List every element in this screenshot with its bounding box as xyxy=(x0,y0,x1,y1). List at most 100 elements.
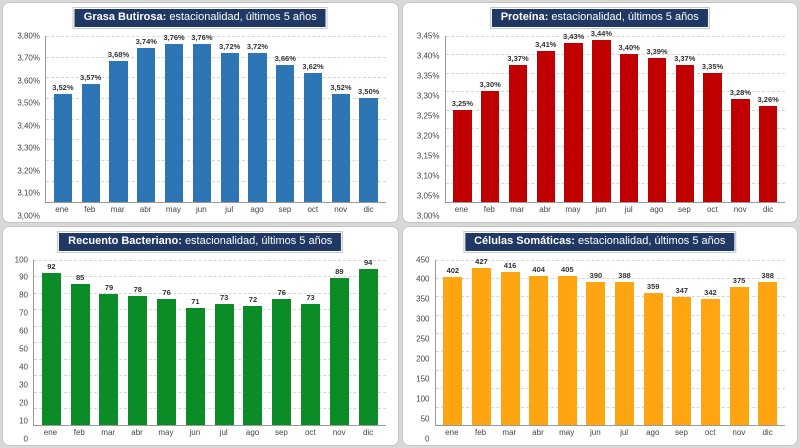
gridline xyxy=(46,36,386,37)
bar xyxy=(303,73,323,202)
bar-slot: 3,68% xyxy=(105,36,133,202)
y-tick-label: 3,20% xyxy=(416,131,440,141)
gridline xyxy=(34,408,386,410)
bar-slot: 3,41% xyxy=(532,36,560,202)
y-tick-label: 3,00% xyxy=(416,211,440,220)
gridline xyxy=(435,314,785,316)
y-tick-label: 3,60% xyxy=(17,76,40,86)
bar-value-label: 3,68% xyxy=(107,49,130,59)
y-tick-label: 70 xyxy=(19,308,28,318)
bar xyxy=(128,295,148,425)
bar-value-label: 375 xyxy=(732,276,746,286)
bar xyxy=(358,269,378,425)
y-tick-label: 20 xyxy=(19,398,28,408)
x-tick-label: jun xyxy=(195,204,207,214)
bar-slot: 94 xyxy=(354,258,383,425)
x-axis: ene feb mar abr may jun jul ago sep oct nov dic xyxy=(33,426,386,439)
gridline xyxy=(46,180,386,182)
plot-column: 3,52% 3,57% 3,68% 3,74% 3,76% 3,76% 3,72% 3,72%… xyxy=(45,33,386,216)
bar-slot: 388 xyxy=(753,260,782,425)
bar-value-label: 3,76% xyxy=(163,33,185,43)
bar xyxy=(453,109,472,202)
bars: 92 85 79 78 76 71 73 72 76 73 89 94 xyxy=(34,258,386,425)
x-tick-label: nov xyxy=(733,204,747,214)
bar-value-label: 3,35% xyxy=(701,61,724,71)
bar-slot: 416 xyxy=(496,260,525,425)
bar-slot: 342 xyxy=(696,260,725,425)
bar-slot: 76 xyxy=(152,260,181,425)
x-tick-label: jul xyxy=(219,428,228,437)
bar xyxy=(536,50,555,202)
bar xyxy=(703,72,722,202)
chart-title: Células Somáticas: estacionalidad, últim… xyxy=(463,230,737,253)
gridline xyxy=(435,333,785,335)
y-tick-label: 50 xyxy=(19,344,28,354)
gridline xyxy=(445,127,785,129)
chart-title-bold: Células Somáticas: xyxy=(474,234,575,247)
x-tick-label: dic xyxy=(362,428,374,437)
bar-value-label: 79 xyxy=(104,283,114,293)
y-tick-label: 3,80% xyxy=(17,31,40,41)
bar xyxy=(592,39,611,202)
x-tick-label: jun xyxy=(189,428,201,437)
bar-slot: 85 xyxy=(66,260,95,425)
y-tick-label: 3,35% xyxy=(416,71,440,81)
bar xyxy=(276,64,295,202)
bar xyxy=(70,284,90,425)
bar-slot: 388 xyxy=(610,260,639,425)
bar-value-label: 89 xyxy=(335,266,344,276)
bar xyxy=(647,58,667,202)
bar-slot: 71 xyxy=(181,260,210,425)
bar xyxy=(620,54,639,202)
chart-body: 100 90 80 70 60 50 40 30 20 10 0 92 85 79 78 76 71 73 72 7… xyxy=(3,227,398,446)
bar-slot: 3,76% xyxy=(160,33,188,202)
x-tick-label: abr xyxy=(139,204,152,214)
bar xyxy=(758,282,778,425)
y-tick-label: 40 xyxy=(19,362,28,372)
x-tick-label: nov xyxy=(332,428,346,437)
y-tick-label: 100 xyxy=(416,394,430,404)
x-tick-label: ago xyxy=(649,204,664,214)
bar xyxy=(243,305,263,425)
bar-value-label: 3,28% xyxy=(729,87,751,97)
bar-value-label: 404 xyxy=(532,265,545,275)
chart-title-rest: estacionalidad, últimos 5 años xyxy=(548,11,699,23)
bar-value-label: 3,72% xyxy=(219,41,241,51)
gridline xyxy=(34,325,386,327)
x-tick-label: feb xyxy=(84,204,96,214)
plot-area: 3,52% 3,57% 3,68% 3,74% 3,76% 3,76% 3,72% 3,72%… xyxy=(45,33,386,203)
x-tick-label: may xyxy=(559,428,575,437)
bar xyxy=(675,65,694,202)
bar xyxy=(99,294,119,425)
gridline xyxy=(46,77,386,79)
y-axis: 100 90 80 70 60 50 40 30 20 10 0 xyxy=(9,255,33,444)
bar-value-label: 347 xyxy=(675,286,689,296)
bar-value-label: 3,25% xyxy=(451,98,474,108)
bar-slot: 3,62% xyxy=(299,36,327,202)
x-tick-label: dic xyxy=(762,428,773,437)
chart-body: 3,45% 3,40% 3,35% 3,30% 3,25% 3,20% 3,15% 3,10%… xyxy=(403,3,798,222)
bars: 402 427 416 404 405 390 388 359 347 342 375 388 xyxy=(436,257,786,425)
x-tick-label: oct xyxy=(304,428,316,437)
bar xyxy=(672,297,692,425)
x-tick-label: ene xyxy=(454,204,469,214)
x-tick-label: abr xyxy=(131,428,143,437)
bar-slot: 405 xyxy=(553,260,582,425)
y-axis: 450 400 350 300 250 200 150 100 50 0 xyxy=(409,255,435,444)
bar xyxy=(214,304,234,425)
bar-value-label: 85 xyxy=(76,273,85,283)
bar xyxy=(331,93,351,202)
bar-value-label: 92 xyxy=(47,261,56,271)
bar-slot: 73 xyxy=(296,260,325,425)
bar xyxy=(157,299,177,425)
chart-title-rest: estacionalidad, últimos 5 años xyxy=(181,234,333,247)
bar xyxy=(557,276,577,425)
bar-value-label: 3,50% xyxy=(358,87,380,97)
gridline xyxy=(445,54,785,56)
bar-slot: 3,40% xyxy=(615,36,643,202)
bar-slot: 78 xyxy=(123,260,152,425)
y-tick-label: 90 xyxy=(19,272,28,282)
x-tick-label: ago xyxy=(250,204,264,214)
bar-slot: 404 xyxy=(524,260,553,425)
y-tick-label: 50 xyxy=(420,414,430,424)
